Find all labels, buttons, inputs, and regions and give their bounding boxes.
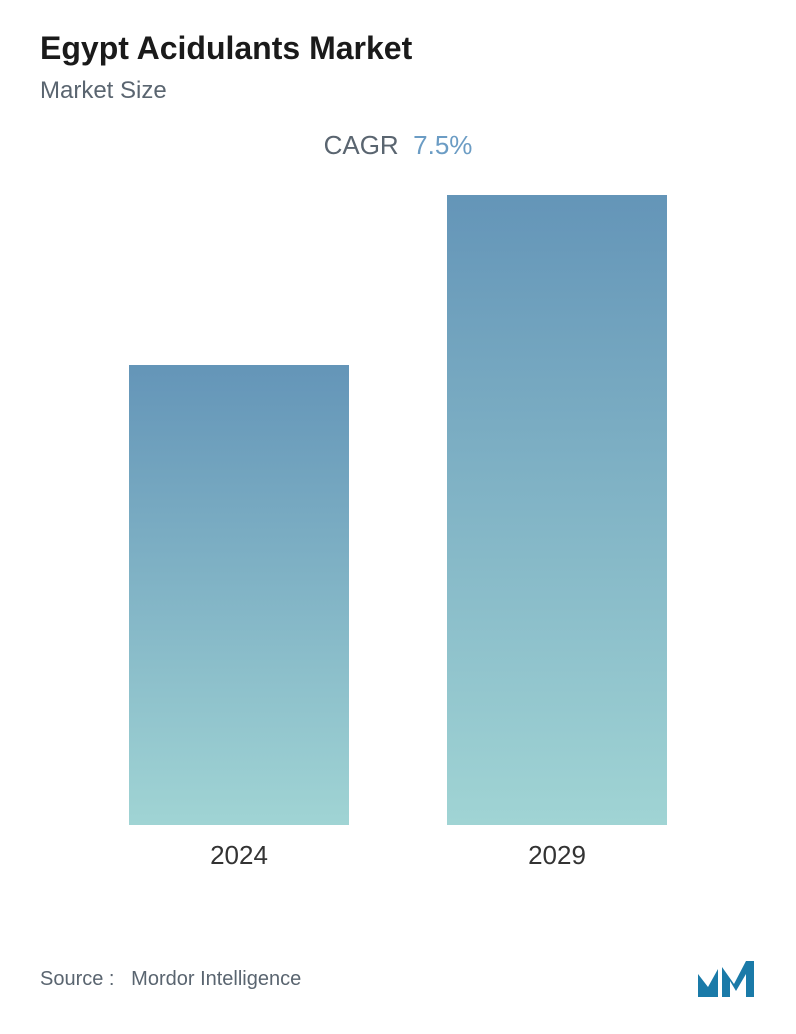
- bar-label-2029: 2029: [528, 840, 586, 871]
- source-row: Source : Mordor Intelligence: [40, 959, 756, 999]
- bar-group-2029: 2029: [447, 195, 667, 871]
- bar-label-2024: 2024: [210, 840, 268, 871]
- chart-subtitle: Market Size: [40, 77, 756, 105]
- source-text: Source : Mordor Intelligence: [40, 968, 301, 991]
- source-label: Source :: [40, 968, 114, 990]
- source-name: Mordor Intelligence: [131, 968, 301, 990]
- cagr-row: CAGR 7.5%: [40, 130, 756, 161]
- cagr-value: 7.5%: [413, 130, 472, 160]
- chart-title: Egypt Acidulants Market: [40, 30, 756, 67]
- brand-logo-icon: [696, 959, 756, 999]
- bar-2029: [447, 195, 667, 825]
- cagr-label: CAGR: [324, 130, 399, 160]
- bar-2024: [129, 365, 349, 825]
- bar-group-2024: 2024: [129, 365, 349, 871]
- chart-area: 2024 2029: [40, 201, 756, 871]
